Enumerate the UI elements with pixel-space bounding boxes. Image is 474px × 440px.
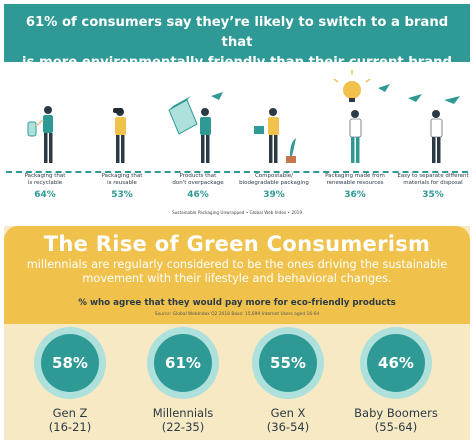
generation-name: Gen Z [52, 406, 88, 420]
panel-subtitle-line: movement with their lifestyle and behavi… [82, 272, 392, 285]
stat-separate-materials: Easy to separate different materials for … [393, 173, 473, 200]
survey-source: Source: Global WebIndex Q2 2018 Base: 15… [154, 312, 320, 317]
box-person-illustration [168, 92, 223, 163]
dashed-ground-line [6, 171, 468, 173]
generation-gen-z: 58% Gen Z (16-21) [20, 327, 120, 434]
stat-value: 39% [263, 190, 285, 200]
stat-label: Products that [179, 173, 217, 179]
watering-person-illustration [254, 108, 296, 163]
stat-value: 46% [187, 190, 209, 200]
stat-value: 53% [111, 190, 133, 200]
panel-title: The Rise of Green Consumerism [43, 232, 431, 256]
generation-age-range: (36-54) [266, 420, 310, 434]
percent-circle: 55% [252, 327, 324, 399]
stat-value: 36% [344, 190, 366, 200]
stats-source: Sustainable Packaging Unwrapped • Global… [172, 210, 302, 215]
header-banner: 61% of consumers say they’re likely to s… [4, 4, 470, 70]
percent-value: 58% [41, 334, 99, 392]
percent-circle: 58% [34, 327, 106, 399]
stat-label: Easy to separate different [397, 173, 469, 179]
header-line-2: is more environmentally friendly than th… [22, 55, 452, 70]
stats-strip: Packaging that is recyclable 64% Packagin… [0, 70, 474, 220]
percent-value: 61% [154, 334, 212, 392]
recycle-person-illustration [27, 106, 53, 163]
thinking-person-illustration [408, 94, 460, 163]
generation-age-range: (22-35) [161, 420, 205, 434]
percent-value: 46% [367, 334, 425, 392]
stat-label: materials for disposal [403, 180, 463, 186]
panel-subtitle-line: millennials are regularly considered to … [26, 258, 448, 271]
stat-compostable: Compostable/biodegradable packaging 39% [234, 173, 314, 200]
stat-label: is recyclable [27, 180, 63, 186]
panel-header-background [4, 226, 470, 324]
stat-overpackage: Products that don't overpackage 46% [158, 173, 238, 200]
generation-age-range: (55-64) [374, 420, 418, 434]
stat-renewable: Packaging made from renewable resources 3… [315, 173, 395, 200]
generation-name: Gen X [270, 406, 306, 420]
stat-label: biodegradable packaging [239, 180, 309, 186]
stat-value: 64% [34, 190, 56, 200]
generation-age-range: (16-21) [48, 420, 92, 434]
percent-circle: 46% [360, 327, 432, 399]
stat-label: Packaging made from [325, 173, 385, 179]
lightbulb-person-illustration [333, 70, 390, 163]
stat-label: renewable resources [326, 180, 384, 186]
generation-name: Millennials [152, 406, 214, 420]
generation-name: Baby Boomers [354, 406, 438, 420]
stat-label: Packaging that [101, 173, 143, 179]
generation-millennials: 61% Millennials (22-35) [133, 327, 233, 434]
generation-baby-boomers: 46% Baby Boomers (55-64) [346, 327, 446, 434]
binoculars-person-illustration [113, 108, 126, 163]
stat-label: Packaging that [24, 173, 66, 179]
stat-value: 35% [422, 190, 444, 200]
percent-circle: 61% [147, 327, 219, 399]
stat-label: Compostable/ [254, 173, 294, 179]
header-line-1: 61% of consumers say they’re likely to s… [25, 15, 449, 50]
stat-label: don't overpackage [172, 180, 224, 186]
survey-question: % who agree that they would pay more for… [78, 298, 396, 308]
stat-label: is reusable [107, 180, 137, 186]
stat-recyclable: Packaging that is recyclable 64% [5, 173, 85, 200]
generation-gen-x: 55% Gen X (36-54) [238, 327, 338, 434]
panel-subtitle: millennials are regularly considered to … [0, 258, 474, 286]
stat-reusable: Packaging that is reusable 53% [82, 173, 162, 200]
percent-value: 55% [259, 334, 317, 392]
